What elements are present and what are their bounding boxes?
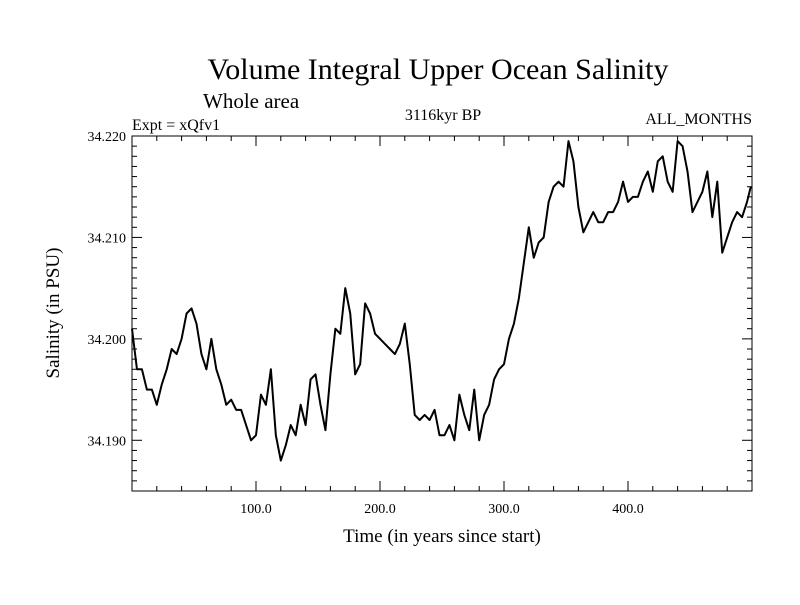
x-tick-label: 200.0 bbox=[364, 502, 396, 517]
chart-title: Volume Integral Upper Ocean Salinity bbox=[208, 53, 669, 86]
salinity-series-line bbox=[131, 140, 752, 462]
x-tick-label: 100.0 bbox=[240, 502, 272, 517]
months-label: ALL_MONTHS bbox=[645, 111, 752, 128]
experiment-label: Expt = xQfv1 bbox=[132, 117, 220, 134]
y-tick-label: 34.190 bbox=[88, 434, 127, 449]
y-tick-label: 34.220 bbox=[88, 130, 127, 145]
y-axis-label: Salinity (in PSU) bbox=[43, 248, 64, 379]
chart-subtitle: Whole area bbox=[203, 89, 300, 113]
axis-ticks: 100.0 200.0 300.0 400.0 34.190 34.200 34.210 34… bbox=[88, 130, 752, 517]
x-tick-label: 300.0 bbox=[488, 502, 520, 517]
y-tick-label: 34.210 bbox=[88, 231, 127, 246]
x-axis-label: Time (in years since start) bbox=[343, 526, 541, 547]
y-tick-label: 34.200 bbox=[88, 333, 127, 348]
plot-frame bbox=[131, 135, 753, 492]
period-label: 3116kyr BP bbox=[405, 107, 481, 124]
x-tick-label: 400.0 bbox=[612, 502, 644, 517]
